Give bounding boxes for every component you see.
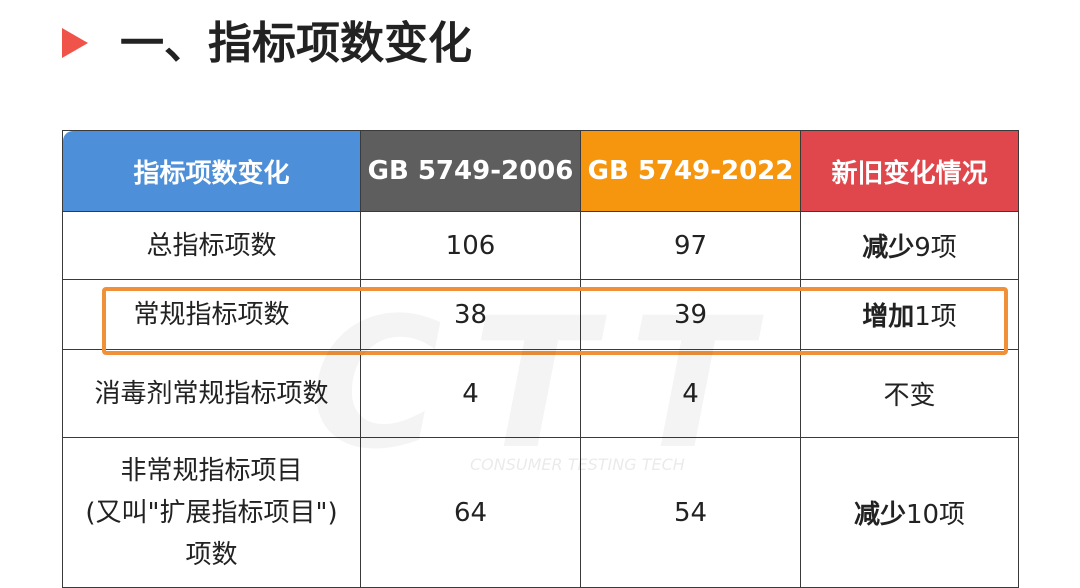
row-label: 总指标项数 bbox=[62, 211, 361, 280]
column-header: GB 5749-2022 bbox=[580, 130, 801, 212]
page-body: 一、指标项数变化 指标项数变化 GB 5749-2006 GB 5749-2022 新… bbox=[62, 18, 1019, 588]
new-value: 97 bbox=[580, 211, 801, 280]
change-cell: 减少9项 bbox=[800, 211, 1019, 280]
table-row: 非常规指标项目 (又叫"扩展指标项目") 项数 64 54 减少10项 bbox=[62, 437, 1019, 588]
new-value: 4 bbox=[580, 349, 801, 438]
change-emphasis: 减少 bbox=[862, 233, 915, 263]
row-label-line: 常规指标项数 bbox=[133, 299, 290, 330]
change-cell: 不变 bbox=[800, 349, 1019, 438]
row-label-line: 总指标项数 bbox=[146, 230, 277, 261]
change-emphasis: 减少 bbox=[853, 500, 906, 530]
change-cell: 增加1项 bbox=[800, 279, 1019, 350]
page: {"header": {"title": "一、指标项数变化"}, "table… bbox=[62, 18, 1019, 588]
comparison-table: 指标项数变化 GB 5749-2006 GB 5749-2022 新旧变化情况 总指标… bbox=[62, 130, 1019, 588]
old-value: 4 bbox=[360, 349, 581, 438]
watermark-tagline: CONSUMER TESTING TECH bbox=[470, 455, 685, 474]
row-label-line: (又叫"扩展指标项目") bbox=[85, 497, 338, 528]
column-header: 指标项数变化 bbox=[62, 130, 361, 212]
column-header: 新旧变化情况 bbox=[800, 130, 1019, 212]
change-cell: 减少10项 bbox=[800, 437, 1019, 588]
row-label-line: 非常规指标项目 bbox=[120, 455, 303, 486]
old-value: 64 bbox=[360, 437, 581, 588]
watermark-logo: CTT bbox=[310, 280, 782, 489]
row-label: 非常规指标项目 (又叫"扩展指标项目") 项数 bbox=[62, 437, 361, 588]
row-label: 消毒剂常规指标项数 bbox=[62, 349, 361, 438]
table-row: 消毒剂常规指标项数 4 4 不变 bbox=[62, 349, 1019, 438]
table-header: 指标项数变化 GB 5749-2006 GB 5749-2022 新旧变化情况 bbox=[62, 130, 1019, 212]
change-text: 不变 bbox=[883, 381, 936, 411]
change-text: 10项 bbox=[905, 500, 966, 530]
new-value: 54 bbox=[580, 437, 801, 588]
change-text: 9项 bbox=[914, 233, 957, 263]
section-title: 一、指标项数变化 bbox=[120, 18, 472, 69]
column-header: GB 5749-2006 bbox=[360, 130, 581, 212]
header-row: 指标项数变化 GB 5749-2006 GB 5749-2022 新旧变化情况 bbox=[62, 130, 1019, 212]
change-emphasis: 增加 bbox=[862, 302, 915, 332]
table-row: 总指标项数 106 97 减少9项 bbox=[62, 211, 1019, 280]
old-value: 106 bbox=[360, 211, 581, 280]
title-marker bbox=[62, 28, 88, 58]
row-label-line: 项数 bbox=[185, 539, 238, 570]
row-label-line: 消毒剂常规指标项数 bbox=[94, 378, 329, 409]
change-text: 1项 bbox=[914, 302, 957, 332]
